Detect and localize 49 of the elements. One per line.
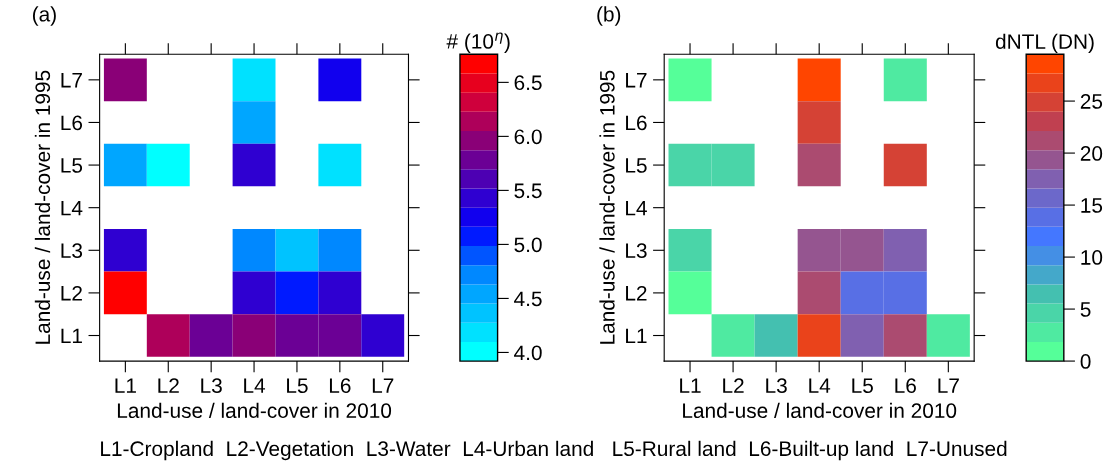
y-tick-label: L3 [61, 243, 83, 259]
y-tick-label: L4 [626, 200, 647, 216]
y-tick-label: L7 [626, 73, 647, 88]
color-bar-title: dNTL (DN) [995, 33, 1094, 54]
color-bar-label: 15 [1081, 198, 1103, 213]
color-bar-label: 5.0 [514, 237, 542, 253]
y-tick-label: L7 [61, 73, 82, 88]
color-bar-label: 10 [1081, 250, 1103, 265]
x-axis-title: Land-use / land-cover in 2010 [683, 402, 957, 419]
text: L1-Cropland L2-Vegetation L3-Water L4-Urban land L5-Rural land L6-Built-up land L7-Unused [101, 440, 1007, 461]
color-bar-label: 6.5 [514, 75, 542, 91]
chart-title: (b) [597, 6, 621, 26]
color-bar-label: 20 [1080, 146, 1103, 161]
y-tick-label: L5 [626, 158, 647, 173]
x-tick-label: L2 [158, 378, 179, 393]
y-tick-label: L3 [626, 243, 647, 259]
x-tick-label: L4 [244, 378, 266, 393]
x-tick-label: L6 [895, 378, 916, 394]
x-tick-label: L4 [809, 378, 831, 393]
y-tick-label: L1 [61, 328, 82, 344]
color-bar-label: 0 [1080, 354, 1091, 369]
x-tick-label: L6 [329, 378, 351, 394]
y-tick-label: L5 [61, 158, 83, 173]
y-tick-label: L4 [61, 200, 83, 216]
color-bar-label: 4.0 [514, 345, 542, 361]
y-tick-label: L6 [626, 115, 647, 131]
x-tick-label: L5 [287, 378, 308, 394]
y-axis-title: Land-use / land-cover in 1995 [599, 70, 615, 344]
color-bar-label: 6.0 [514, 129, 542, 145]
y-axis-title: Land-use / land-cover in 1995 [34, 70, 51, 344]
color-bar-title: # (10$^{η}$) [446, 32, 510, 53]
chart-title: (a) [32, 6, 56, 26]
y-tick-label: L6 [61, 115, 83, 131]
x-tick-label: L1 [115, 378, 136, 393]
x-axis-title: Land-use / land-cover in 2010 [117, 402, 392, 419]
x-tick-label: L5 [852, 378, 873, 394]
x-tick-label: L1 [680, 378, 701, 393]
x-tick-label: L2 [723, 378, 744, 393]
color-bar-label: 5.5 [514, 183, 542, 199]
x-tick-label: L3 [766, 378, 787, 394]
color-bar-label: 4.5 [514, 291, 542, 307]
color-bar-label: 5 [1080, 302, 1091, 317]
y-tick-label: L2 [61, 285, 82, 301]
y-tick-label: L1 [626, 328, 647, 344]
color-bar-label: 25 [1080, 94, 1103, 109]
x-tick-label: L7 [372, 378, 394, 393]
x-tick-label: L7 [938, 378, 959, 393]
y-tick-label: L2 [626, 285, 647, 301]
x-tick-label: L3 [201, 378, 222, 394]
